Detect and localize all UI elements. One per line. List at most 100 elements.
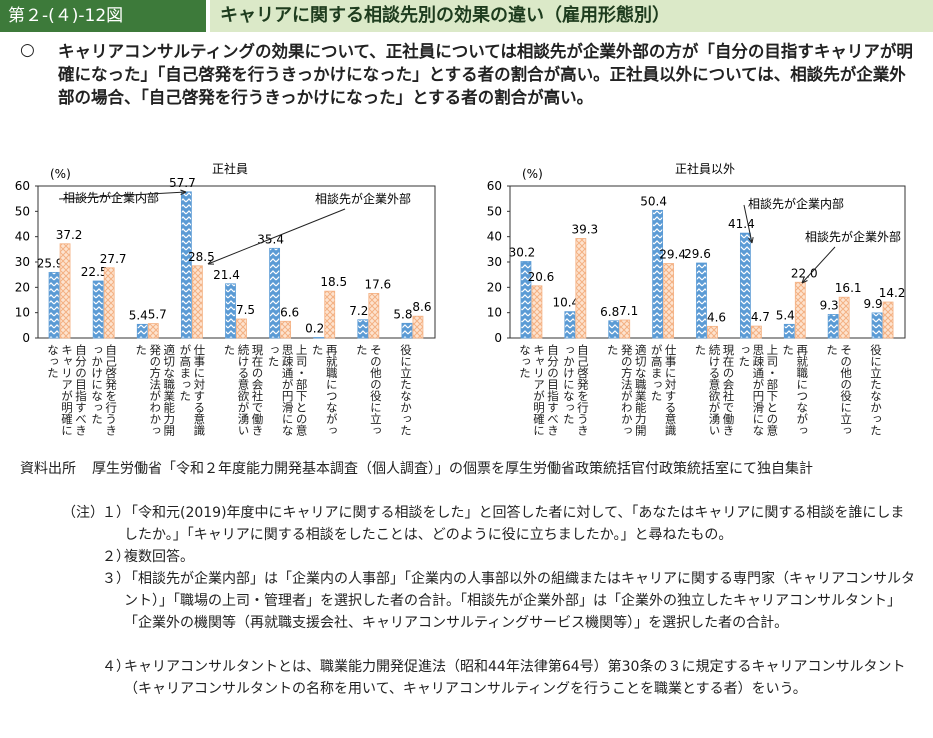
value-label: 50.4 (640, 194, 667, 208)
series-annotation: 相談先が企業外部 (805, 229, 901, 244)
value-label: 9.9 (864, 297, 883, 311)
bar (236, 318, 247, 339)
note-text: キャリアコンサルタントとは、職業能力開発促進法（昭和44年法律第64号）第30条… (124, 659, 906, 697)
bar (280, 320, 292, 339)
x-tick-label: 現在の会社で働き続ける意欲が湧いた (222, 344, 265, 436)
x-tick-label: 仕事に対する意識が高まった (178, 344, 207, 436)
value-label: 0.2 (305, 321, 324, 335)
bar (92, 280, 104, 339)
bar (608, 320, 620, 339)
bar (663, 263, 675, 339)
bar (619, 319, 631, 339)
x-tick-label: 上司・部下との意思疎通が円滑になった (737, 344, 780, 436)
note-num: １） (102, 505, 130, 521)
x-tick-label: 現在の会社で働き続ける意欲が湧いた (693, 344, 736, 436)
x-tick-label: 適切な職業能力開発の方法がわかった (134, 344, 177, 436)
y-tick-label: 10 (15, 306, 30, 320)
x-tick-label: 役に立たなかった (398, 344, 413, 436)
y-tick-label: 30 (487, 255, 502, 269)
value-label: 22.5 (81, 265, 108, 279)
value-label: 57.7 (169, 176, 196, 190)
x-tick-label: 仕事に対する意識が高まった (649, 344, 678, 436)
y-tick-label: 40 (15, 230, 30, 244)
bar (827, 314, 839, 339)
source-text: 厚生労働省「令和２年度能力開発基本調査（個人調査）」の個票を厚生労働省政策統括官… (92, 461, 813, 477)
bar (783, 323, 795, 339)
summary-text: キャリアコンサルティングの効果について、正社員については相談先が企業外部の方が「… (58, 42, 913, 107)
value-label: 29.6 (684, 247, 711, 261)
y-unit: (%) (50, 167, 71, 181)
note-num: ３） (102, 571, 130, 587)
y-tick-label: 0 (22, 331, 30, 345)
chart-title: 正社員以外 (675, 161, 735, 176)
y-tick-label: 50 (15, 204, 30, 218)
value-label: 7.2 (349, 304, 368, 318)
summary-marker: ○ (20, 40, 35, 60)
figure-number: 第２-(４)-12図 (0, 0, 206, 32)
bar (838, 296, 850, 339)
bar (103, 267, 115, 339)
value-label: 5.8 (393, 307, 412, 321)
y-tick-label: 40 (487, 230, 502, 244)
value-label: 18.5 (320, 275, 347, 289)
arrow-head (801, 277, 808, 284)
bar (136, 323, 148, 339)
series-annotation: 相談先が企業内部 (748, 196, 844, 211)
x-tick-label: 上司・部下との意思疎通が円滑になった (266, 344, 309, 436)
arrow-head (180, 189, 187, 196)
bar (696, 262, 707, 339)
annotation-arrow (207, 208, 346, 265)
y-tick-label: 20 (487, 280, 502, 294)
value-label: 27.7 (100, 252, 127, 266)
bar (412, 315, 424, 339)
y-tick-label: 50 (487, 204, 502, 218)
arrow-head (748, 237, 754, 244)
value-label: 29.4 (659, 248, 686, 262)
value-label: 22.0 (791, 266, 818, 280)
value-label: 5.4 (129, 308, 148, 322)
value-label: 7.5 (236, 303, 255, 317)
bar (531, 285, 543, 339)
bar (368, 293, 380, 339)
value-label: 25.9 (37, 256, 64, 270)
bar (652, 209, 664, 339)
value-label: 10.4 (552, 296, 579, 310)
bar (871, 312, 883, 339)
value-label: 6.6 (280, 305, 299, 319)
note-text: 「相談先が企業内部」は「企業内の人事部」「企業内の人事部以外の組織またはキャリア… (124, 571, 915, 631)
value-label: 6.8 (600, 305, 619, 319)
value-label: 37.2 (56, 228, 83, 242)
figure-title: キャリアに関する相談先別の効果の違い（雇用形態別） (210, 0, 933, 32)
annotation-arrow (801, 246, 836, 284)
value-label: 16.1 (835, 281, 862, 295)
bar (191, 265, 203, 339)
value-label: 20.6 (528, 270, 555, 284)
bar (313, 337, 325, 339)
source-label: 資料出所 (20, 461, 76, 477)
x-tick-label: その他の役に立った (354, 344, 383, 436)
bar (882, 301, 894, 339)
value-label: 17.6 (364, 277, 391, 291)
bar (794, 281, 806, 339)
y-tick-label: 60 (15, 179, 30, 193)
x-tick-label: 再就職につながった (310, 344, 339, 436)
y-tick-label: 60 (487, 179, 502, 193)
bar (707, 325, 718, 339)
x-tick-label: 再就職につながった (781, 344, 810, 436)
note-item: １） 「令和元(2019)年度中にキャリアに関する相談をした」と回答した者に対して… (102, 502, 917, 546)
arrow-head (207, 259, 215, 265)
x-tick-label: 役に立たなかった (869, 344, 884, 436)
annotation-arrow (58, 191, 187, 200)
series-annotation: 相談先が企業内部 (63, 190, 159, 205)
value-label: 41.4 (728, 217, 755, 231)
note-num: ２） (102, 549, 130, 565)
value-label: 8.6 (412, 300, 431, 314)
x-tick-label: 自己啓発を行うきっかけになった (90, 344, 119, 436)
value-label: 14.2 (879, 286, 906, 300)
x-tick-label: 自分の目指すべきキャリアが明確になった (517, 344, 560, 436)
series-annotation: 相談先が企業外部 (315, 191, 411, 206)
y-tick-label: 0 (494, 331, 502, 345)
value-label: 4.7 (751, 310, 770, 324)
value-label: 7.1 (619, 304, 638, 318)
